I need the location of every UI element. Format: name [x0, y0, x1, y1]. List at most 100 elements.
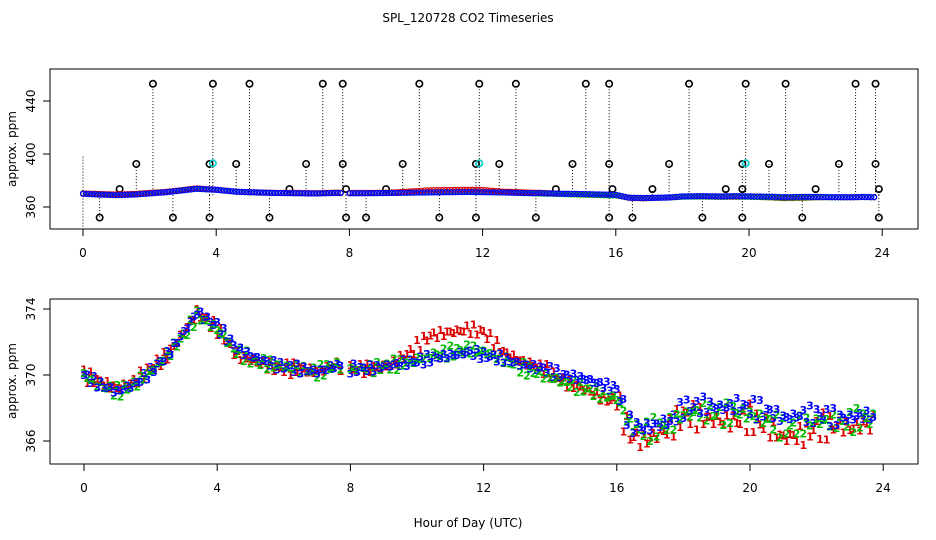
series-3-label: 3	[250, 351, 258, 364]
series-1-label: 1	[327, 362, 335, 375]
series-1-label: 1	[486, 327, 494, 340]
series-2-label: 2	[480, 345, 488, 358]
series-3-label: 3	[203, 311, 211, 324]
series-1-label: 1	[463, 320, 471, 333]
bottom-x-tick-label: 12	[476, 481, 491, 495]
series-3-label: 3	[153, 358, 161, 371]
series-3-point	[181, 186, 189, 194]
series-1-label: 1	[237, 354, 245, 367]
series-1-label: 1	[799, 439, 807, 452]
series-2-label: 2	[407, 354, 415, 367]
series-3-label: 3	[173, 337, 181, 350]
series-3-label: 3	[576, 370, 584, 383]
series-2-label: 2	[307, 366, 315, 379]
bottom-y-axis-label: approx. ppm	[5, 343, 19, 419]
series-1-label: 1	[556, 375, 564, 388]
series-3-point	[382, 189, 389, 197]
series-3-point	[394, 189, 401, 196]
chart-title: SPL_120728 CO2 Timeseries	[382, 11, 553, 25]
series-3-point	[568, 190, 575, 198]
series-2-label: 2	[103, 382, 111, 395]
mid-outlier-point	[665, 159, 674, 168]
series-3-point	[142, 190, 150, 197]
series-3-label: 3	[590, 377, 598, 390]
series-3-label: 3	[616, 395, 624, 408]
series-2-label: 2	[367, 358, 375, 371]
series-3-label: 3	[600, 382, 608, 395]
series-1-label: 1	[410, 348, 418, 361]
series-2-label: 2	[190, 321, 198, 334]
series-3-point	[628, 194, 635, 201]
series-3-label: 3	[453, 349, 461, 362]
series-3-label: 3	[623, 419, 631, 432]
series-1-label: 1	[533, 362, 541, 375]
series-3-point	[154, 189, 162, 196]
series-3-point	[334, 189, 341, 197]
series-1-label: 1	[759, 423, 767, 436]
series-3-label: 3	[740, 398, 748, 411]
series-3-label: 3	[300, 360, 308, 373]
series-3-label: 3	[710, 401, 718, 414]
series-2-label: 2	[496, 347, 504, 360]
series-1-label: 1	[650, 427, 658, 440]
low-outlier-point	[798, 213, 807, 222]
series-3-point	[823, 193, 830, 201]
series-3-label: 3	[779, 409, 787, 422]
series-1-label: 1	[736, 418, 744, 431]
series-3-label: 3	[110, 386, 118, 399]
series-3-point	[385, 189, 392, 197]
series-3-label: 3	[650, 418, 658, 431]
series-3-label: 3	[213, 316, 221, 329]
series-1-label: 1	[273, 361, 281, 374]
series-1-label: 1	[353, 364, 361, 377]
series-1-label: 1	[130, 373, 138, 386]
series-3-label: 3	[337, 359, 345, 372]
low-outlier-point	[698, 213, 707, 222]
series-1-label: 1	[606, 394, 614, 407]
series-3-point	[262, 189, 269, 196]
series-3-label: 3	[643, 417, 651, 430]
series-1-label: 1	[576, 380, 584, 393]
series-3-point	[817, 193, 824, 201]
series-2-label: 2	[243, 345, 251, 358]
low-outlier-point	[342, 213, 351, 222]
high-outlier-point	[511, 79, 520, 88]
series-3-label: 3	[397, 360, 405, 373]
series-3-label: 3	[566, 373, 574, 386]
mid-outlier-point	[605, 159, 614, 168]
series-2-label: 2	[799, 427, 807, 440]
series-2-label: 2	[107, 379, 115, 392]
series-1-label: 1	[210, 314, 218, 327]
low-outlier-point	[435, 213, 444, 222]
series-2-label: 2	[700, 397, 708, 410]
low-outlier-point	[205, 213, 214, 222]
series-3-point	[484, 189, 491, 196]
series-2-label: 2	[380, 359, 388, 372]
high-outlier-point	[741, 79, 750, 88]
high-outlier-point	[871, 79, 880, 88]
series-2-label: 2	[303, 366, 311, 379]
series-2-label: 2	[310, 362, 318, 375]
series-3-label: 3	[829, 402, 837, 415]
series-1-label: 1	[540, 368, 548, 381]
series-3-point	[364, 190, 371, 197]
mid-outlier-point	[232, 159, 241, 168]
series-3-point	[862, 193, 869, 201]
series-3-point	[358, 190, 365, 197]
series-3-label: 3	[97, 376, 105, 389]
series-3-point	[373, 189, 380, 197]
series-1-label: 1	[773, 432, 781, 445]
series-3-point	[250, 189, 257, 196]
series-2-label: 2	[746, 405, 754, 418]
mid-outlier-point	[568, 159, 577, 168]
low-outlier-point	[738, 213, 747, 222]
series-2-label: 2	[150, 364, 158, 377]
series-2-label: 2	[373, 356, 381, 369]
series-3-point	[814, 193, 821, 201]
series-3-label: 3	[726, 397, 734, 410]
series-3-label: 3	[656, 421, 664, 434]
series-3-label: 3	[253, 351, 261, 364]
series-3-label: 3	[413, 356, 421, 369]
series-2-label: 2	[546, 372, 554, 385]
series-3-label: 3	[606, 384, 614, 397]
